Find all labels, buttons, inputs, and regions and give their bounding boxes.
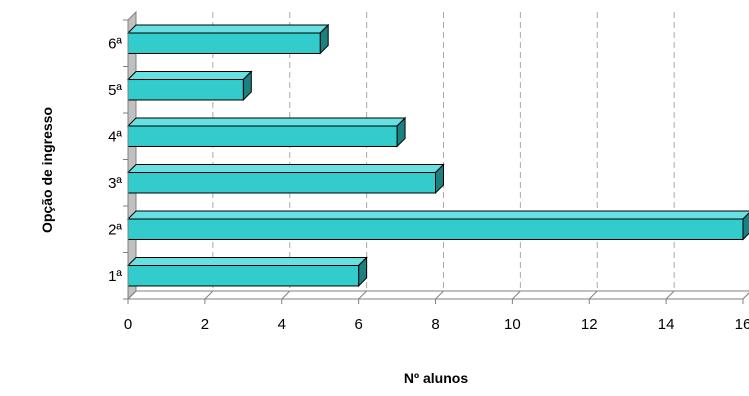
axes — [123, 19, 744, 304]
floor-gridline — [204, 290, 214, 300]
gridlines — [127, 12, 749, 300]
bar-1 — [126, 256, 368, 288]
bars — [126, 23, 749, 288]
y-tick-label: 4ª — [108, 128, 122, 145]
x-tick-label: 2 — [201, 316, 209, 333]
x-tick-label: 0 — [124, 316, 132, 333]
bar-top-face — [126, 24, 330, 34]
x-tick-label: 10 — [504, 316, 521, 333]
y-tick-label: 1ª — [108, 268, 122, 285]
bar-top-face — [126, 117, 407, 127]
labels: 1ª 2ª 3ª 4ª 5ª 6ª 0 2 4 6 8 10 12 14 16 — [108, 35, 749, 333]
x-tick-label: 14 — [658, 316, 675, 333]
y-tick-label: 2ª — [108, 221, 122, 238]
bar-5 — [126, 70, 253, 102]
floor-gridline — [742, 292, 749, 300]
bar-front-face — [127, 218, 744, 240]
bar-front-face — [127, 32, 321, 54]
bar-6 — [126, 23, 330, 55]
bar-front-face — [127, 172, 436, 194]
left-wall — [127, 10, 137, 301]
bar-top-face — [126, 210, 749, 220]
bar-front-face — [127, 79, 244, 101]
floor-gridline — [435, 290, 444, 300]
bar-3 — [126, 163, 445, 195]
bar-4 — [126, 116, 407, 148]
bar-front-face — [127, 265, 360, 287]
bar-top-face — [126, 71, 253, 81]
bar-top-face — [126, 164, 445, 174]
y-tick-label: 5ª — [108, 82, 122, 99]
floor-gridline — [281, 290, 291, 300]
floor-gridline — [665, 290, 675, 300]
x-axis-title: Nº alunos — [404, 370, 468, 386]
floor-gridline — [512, 290, 521, 300]
x-tick-label: 6 — [354, 316, 362, 333]
bar-top-face — [126, 257, 368, 267]
x-tick-label: 4 — [278, 316, 286, 333]
floor-gridline — [358, 290, 367, 300]
chart-walls — [127, 10, 749, 301]
y-tick-label: 3ª — [108, 175, 122, 192]
floor-gridline — [588, 290, 598, 300]
y-axis-title: Opção de ingresso — [39, 107, 55, 233]
bar-2 — [126, 210, 749, 241]
bar-front-face — [127, 125, 398, 147]
floor-gridline — [127, 290, 137, 300]
x-tick-label: 12 — [581, 316, 598, 333]
x-tick-label: 16 — [735, 316, 749, 333]
x-tick-label: 8 — [431, 316, 439, 333]
y-tick-label: 6ª — [108, 35, 122, 52]
